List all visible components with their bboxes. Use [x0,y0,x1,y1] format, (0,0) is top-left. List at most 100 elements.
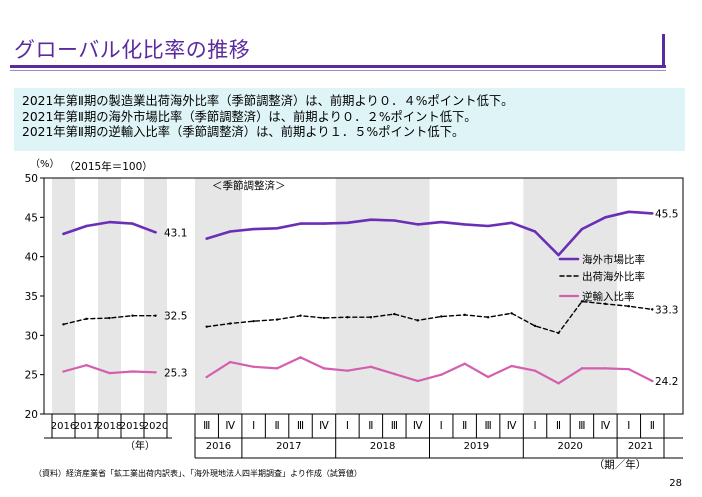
quarter-data-point [393,312,396,316]
quarter-data-point [651,379,654,383]
year-x-label: 2018 [370,441,395,452]
quarter-data-point [369,218,373,221]
quarter-data-point [580,227,584,231]
quarter-data-point [228,360,232,364]
quarter-data-point [228,322,232,325]
base-year-note: （2015年＝100） [64,160,153,173]
quarter-x-label: Ⅱ [462,420,467,432]
quarter-x-label: Ⅱ [274,420,279,432]
quarter-x-label: Ⅰ [627,420,630,432]
annual-x-label: 2019 [120,421,145,432]
title-rule-vertical [662,34,665,66]
quarter-x-label: Ⅲ [203,420,210,432]
quarter-data-point [416,223,419,226]
y-tick-label: 30 [25,330,38,342]
annual-end-label: 25.3 [164,367,187,379]
quarter-data-point [322,316,326,320]
source-note: （資料）経済産業省「鉱工業出荷内訳表」、「海外現地法人四半期調査」より作成（試算… [34,468,362,478]
quarter-data-point [463,223,466,226]
annual-data-point [62,370,65,373]
quarter-data-point [228,230,232,233]
summary-box: 2021年第Ⅱ期の製造業出荷海外比率（季節調整済）は、前期より０．４%ポイント低… [14,88,685,151]
quarter-data-point [463,362,466,365]
quarter-data-point [510,364,513,368]
annual-data-point [131,370,134,373]
y-tick-label: 35 [25,291,38,303]
annual-data-point [62,323,65,326]
year-x-label: 2016 [206,441,231,452]
page-number: 28 [669,478,682,489]
annual-end-label: 43.1 [164,227,187,239]
quarter-data-point [557,382,560,385]
quarter-data-point [252,319,255,323]
legend-label-shipment_overseas: 出荷海外比率 [582,270,645,283]
quarter-data-point [205,237,208,240]
quarter-data-point [557,331,560,335]
quarter-x-label: Ⅰ [440,420,443,432]
quarter-data-point [393,219,396,222]
quarter-data-point [346,369,349,372]
quarter-data-point [416,319,419,322]
quarter-data-point [627,305,631,308]
quarter-data-point [557,253,560,257]
year-x-label: 2017 [276,441,301,452]
quarter-data-point [510,312,513,315]
quarter-x-label: Ⅳ [319,420,329,432]
annual-x-label: 2020 [143,421,168,432]
annual-data-point [131,222,134,225]
quarter-data-point [252,227,255,231]
year-band [335,178,430,414]
annual-data-point [108,371,111,375]
quarter-data-point [299,222,302,225]
quarter-data-point [205,375,208,379]
annual-end-label: 32.5 [164,311,187,323]
quarter-x-label: Ⅰ [252,420,255,432]
quarter-data-point [440,373,443,376]
quarter-end-label: 45.5 [655,208,678,220]
y-tick-label: 25 [25,370,38,382]
annual-band [98,178,121,414]
quarter-x-label: Ⅳ [413,420,423,432]
annual-x-label: 2017 [74,421,99,432]
quarter-data-point [533,369,537,372]
quarter-x-label: Ⅲ [297,420,304,432]
quarter-data-point [440,315,443,318]
seasonal-adjustment-note: ＜季節調整済＞ [212,179,286,192]
quarter-data-point [604,367,607,370]
annual-data-point [85,224,88,228]
quarter-data-point [440,220,443,224]
quarter-x-label: Ⅳ [225,420,235,432]
annual-data-point [131,314,134,317]
y-tick-label: 40 [25,252,38,264]
quarter-data-point [369,365,373,368]
annual-data-point [85,317,88,321]
annual-axis-unit: （年） [125,439,155,452]
annual-data-point [108,220,111,224]
quarter-data-point [533,230,537,233]
annual-data-point [62,232,65,236]
summary-line-shipment: 2021年第Ⅱ期の製造業出荷海外比率（季節調整済）は、前期より０．４%ポイント低… [22,94,514,108]
annual-data-point [154,371,157,374]
annual-x-label: 2016 [51,421,76,432]
summary-line-reverse-import: 2021年第Ⅱ期の逆輸入比率（季節調整済）は、前期より１．５%ポイント低下。 [22,125,465,139]
annual-data-point [154,314,157,317]
quarter-data-point [299,356,302,359]
quarter-data-point [346,316,349,319]
quarter-x-label: Ⅰ [533,420,536,432]
annual-data-point [108,316,111,320]
quarter-data-point [580,300,584,303]
summary-line-market: 2021年第Ⅱ期の海外市場比率（季節調整済）は、前期より０．２%ポイント低下。 [22,109,477,124]
annual-data-point [154,231,157,234]
quarter-x-label: Ⅰ [346,420,349,432]
quarter-series-line-reverse_import [205,356,654,385]
quarter-data-point [533,324,537,328]
quarter-data-point [463,313,466,317]
year-x-label: 2020 [557,441,582,452]
quarter-data-point [510,221,513,225]
y-axis-unit: （%） [30,158,60,170]
quarter-data-point [322,222,326,225]
quarter-data-point [416,379,419,383]
quarter-data-point [322,367,326,370]
quarter-data-point [275,367,279,370]
